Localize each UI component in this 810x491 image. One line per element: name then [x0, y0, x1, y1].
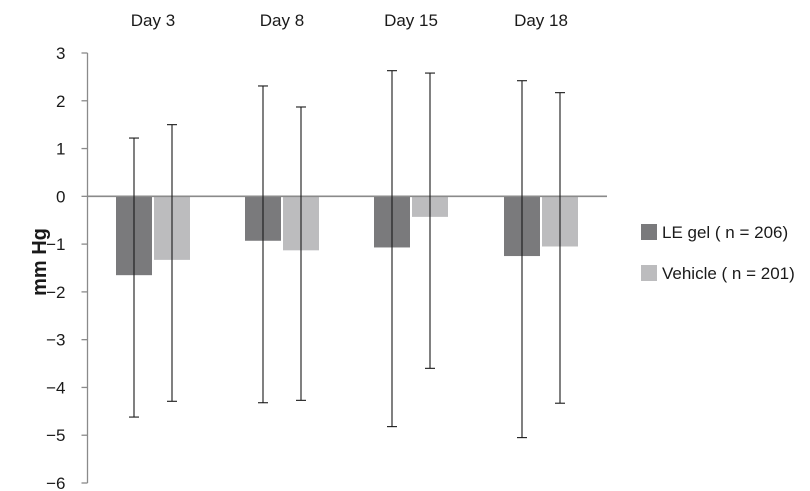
y-tick-label: 0	[56, 187, 65, 206]
y-tick-label: 2	[56, 92, 65, 111]
y-tick-label: −2	[46, 283, 65, 302]
category-labels: Day 3 Day 8 Day 15 Day 18	[131, 11, 568, 30]
category-label: Day 8	[260, 11, 304, 30]
legend-swatch	[641, 265, 657, 281]
bars	[116, 196, 578, 276]
legend: LE gel ( n = 206) Vehicle ( n = 201)	[641, 223, 795, 283]
legend-swatch	[641, 224, 657, 240]
y-axis: 3 2 1 0 −1 −2 −3 −4 −5 −6	[46, 44, 89, 491]
y-tick-label: −1	[46, 235, 65, 254]
category-label: Day 3	[131, 11, 175, 30]
legend-label: Vehicle ( n = 201)	[662, 264, 795, 283]
y-tick-label: 3	[56, 44, 65, 63]
y-tick-label: −6	[46, 474, 65, 491]
y-tick-label: −4	[46, 378, 65, 397]
y-axis-title: mm Hg	[29, 228, 51, 296]
category-label: Day 18	[514, 11, 568, 30]
y-tick-label: −3	[46, 331, 65, 350]
y-tick-label: −5	[46, 426, 65, 445]
error-bars	[129, 70, 565, 439]
y-tick-label: 1	[56, 140, 65, 159]
legend-label: LE gel ( n = 206)	[662, 223, 788, 242]
category-label: Day 15	[384, 11, 438, 30]
